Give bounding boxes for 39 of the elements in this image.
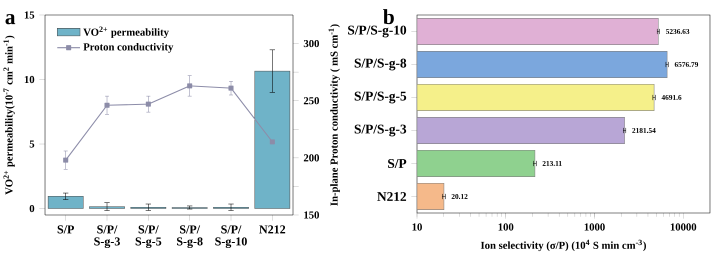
y-tick-label: 15 [24,11,34,19]
x-tick-label: S/P/ S-g-3 [94,225,120,248]
y-tick-label: S/P/S-g-8 [354,58,406,70]
x-tick-label: S/P/ S-g-10 [215,225,247,248]
y2-axis-title: In-plane Proton conductivity ( mS cm$^{-1}$) [328,24,340,206]
x-tick-label: N212 [259,225,286,234]
x-tick-label: S/P/ S-g-8 [176,225,203,248]
y2-tick-label: 150 [304,211,320,219]
x-tick-label: 10000 [670,223,696,231]
legend-label: VO$^{2+}$ permeability [83,26,169,38]
y-tick-label: N212 [377,192,406,201]
legend-label: Proton conductivity [83,42,174,53]
point [228,86,234,91]
y-tick-label: S/P/S-g-3 [354,124,406,136]
y-tick-label: 0 [30,204,34,212]
x-tick-label: S/P [58,225,74,234]
text: a [6,14,16,24]
point [63,158,68,163]
y-tick-label: 10 [24,76,34,84]
point [104,102,110,108]
point [146,102,151,107]
x-axis-title: Ion selectivity (σ/P) (10$^{4}$ S min cm$^{-3}$) [480,240,646,252]
y2-tick-label: 300 [304,40,320,48]
y2-tick-label: 200 [304,154,320,162]
y-tick-label: S/P [388,159,406,168]
point [187,83,192,88]
x-tick-label: 10 [412,223,422,231]
y-tick-label: 5 [30,140,34,148]
y-tick-label: S/P/S-g-5 [354,92,406,104]
x-tick-label: S/P/ S-g-5 [136,225,162,248]
y2-tick-label: 250 [304,97,320,104]
text: b [383,9,394,24]
point [270,139,275,144]
text: VO$^{2+}$ permeability(10$^{-7}$ cm$^{2}$ min$^{-1}$) [3,36,15,195]
x-tick-label: 100 [498,223,514,231]
bar [48,196,84,209]
x-tick-label: 1000 [584,223,605,231]
y-tick-label: S/P/S-g-10 [348,26,406,38]
bar [254,70,290,209]
